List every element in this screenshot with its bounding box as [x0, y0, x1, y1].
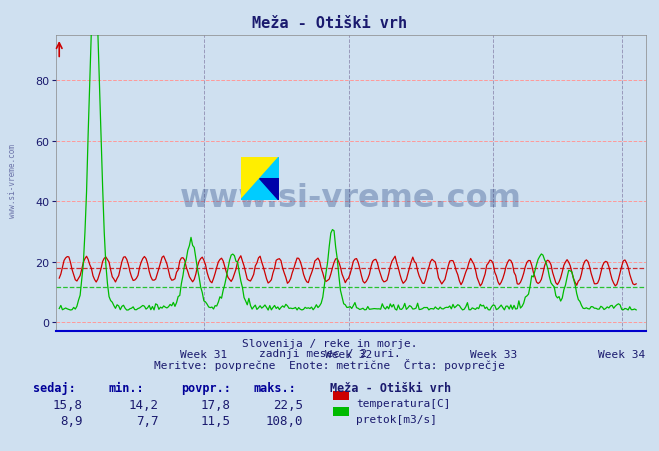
Text: Week 32: Week 32: [325, 350, 372, 359]
Text: Week 34: Week 34: [598, 350, 645, 359]
Text: povpr.:: povpr.:: [181, 381, 231, 394]
Text: 7,7: 7,7: [136, 414, 158, 427]
Polygon shape: [241, 158, 279, 201]
Text: zadnji mesec / 2 uri.: zadnji mesec / 2 uri.: [258, 348, 401, 358]
Text: Meža - Otiški vrh: Meža - Otiški vrh: [252, 16, 407, 31]
Polygon shape: [241, 158, 279, 201]
Text: 17,8: 17,8: [200, 398, 231, 411]
Text: maks.:: maks.:: [254, 381, 297, 394]
Text: 14,2: 14,2: [128, 398, 158, 411]
Text: 22,5: 22,5: [273, 398, 303, 411]
Text: Week 33: Week 33: [469, 350, 517, 359]
Text: Slovenija / reke in morje.: Slovenija / reke in morje.: [242, 338, 417, 348]
Text: Meritve: povprečne  Enote: metrične  Črta: povprečje: Meritve: povprečne Enote: metrične Črta:…: [154, 358, 505, 370]
Text: 108,0: 108,0: [266, 414, 303, 427]
Text: min.:: min.:: [109, 381, 144, 394]
Text: 8,9: 8,9: [60, 414, 82, 427]
Text: temperatura[C]: temperatura[C]: [356, 398, 450, 408]
Text: Week 31: Week 31: [181, 350, 227, 359]
Text: 15,8: 15,8: [52, 398, 82, 411]
Text: Meža - Otiški vrh: Meža - Otiški vrh: [330, 381, 451, 394]
Text: 11,5: 11,5: [200, 414, 231, 427]
Polygon shape: [260, 179, 279, 201]
Text: www.si-vreme.com: www.si-vreme.com: [180, 183, 522, 214]
Text: pretok[m3/s]: pretok[m3/s]: [356, 414, 437, 424]
Text: sedaj:: sedaj:: [33, 381, 76, 394]
Text: www.si-vreme.com: www.si-vreme.com: [8, 143, 17, 217]
